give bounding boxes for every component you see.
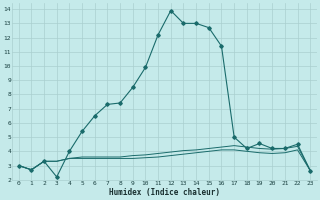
X-axis label: Humidex (Indice chaleur): Humidex (Indice chaleur): [109, 188, 220, 197]
